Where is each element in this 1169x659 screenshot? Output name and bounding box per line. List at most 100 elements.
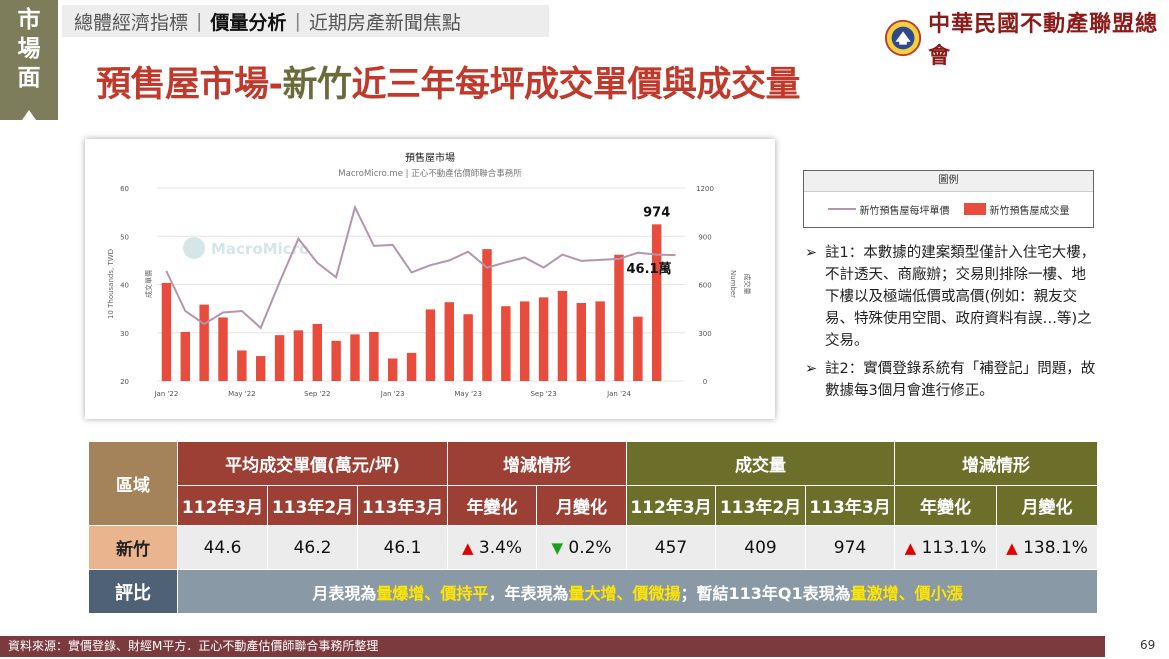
left-axis-title: 10 Thousands, TWD [107,249,115,319]
nav-item-news[interactable]: 近期房產新聞焦點 [308,11,461,34]
subheader-cell: 113年2月 [715,485,807,526]
section-tab: 市場面 [0,0,58,120]
arrow-bullet-icon: ➢ [805,361,818,377]
nav-separator: | [294,10,301,32]
volume-bar [444,302,454,381]
down-triangle-icon: ▼ [551,538,563,557]
presale-chart: 預售屋市場 MacroMicro.me | 正心不動產估價師聯合事務所 Macr… [107,151,752,398]
source-footer: 資料來源：實價登錄、財經M平方．正心不動產估價師聯合事務所整理 [0,636,1105,657]
volume-bar [614,254,624,381]
volume-header: 成交量 [626,441,896,486]
org-seal-icon [884,19,922,57]
volume-bar [482,249,492,381]
subheader-cell: 年變化 [447,485,538,526]
eval-highlight: 量激增、價小漲 [850,583,963,603]
evaluation-label: 評比 [88,569,178,614]
right-tick-label: 300 [698,330,711,338]
legend-line-swatch [827,208,856,210]
top-nav: 總體經濟指標 | 價量分析 | 近期房產新聞焦點 [62,5,549,37]
price-cell: 46.1 [356,525,449,570]
summary-table: 區域 平均成交單價(萬元/坪) 增減情形 成交量 增減情形 112年3月 113… [88,441,1099,614]
volume-bar [463,314,473,381]
right-axis: 1200 900 600 300 0 [696,185,714,386]
volume-change-header: 增減情形 [894,441,1099,486]
left-axis: 60 50 40 30 20 [120,185,129,386]
region-name: 新竹 [88,525,178,570]
x-tick-label: Sep '22 [304,390,330,398]
bar-annotation: 974 [643,205,670,220]
volume-bar [237,350,247,381]
right-tick-label: 600 [698,282,711,290]
page-number: 69 [1140,638,1156,652]
subheader-cell: 月變化 [536,485,628,526]
volume-bar [161,282,172,381]
up-triangle-icon: ▲ [461,538,474,557]
volume-bars [161,224,662,381]
title-part-1: 預售屋市場- [96,65,283,105]
legend-bar-label: 新竹預售屋成交量 [989,205,1070,217]
left-tick-label: 40 [120,282,129,290]
notes: ➢ 註1：本數據的建案類型僅計入住宅大樓，不計透天、商廠辦；交易則排除一樓、地下… [805,242,1097,408]
x-axis: Jan '22 May '22 Sep '22 Jan '23 May '23 Sep '… [153,390,631,398]
right-tick-label: 900 [698,233,711,241]
volume-bar [331,340,341,381]
price-cell: 44.6 [177,525,268,570]
x-tick-label: Jan '23 [380,390,405,398]
line-annotation: 46.1萬 [626,261,671,277]
x-tick-label: Jan '24 [606,390,631,398]
subheader-cell: 112年3月 [177,485,268,526]
right-tick-label: 1200 [696,185,714,193]
price-yoy-value: 3.4% [478,537,523,558]
legend-title: 圖例 [804,171,1093,192]
volume-bar [256,356,266,381]
nav-item-price-volume[interactable]: 價量分析 [210,11,287,34]
x-tick-label: May '22 [228,390,256,398]
table-row: 新竹 44.6 46.2 46.1 ▲ 3.4% ▼ 0.2% 457 409 … [88,525,1099,570]
price-line [165,204,676,330]
up-triangle-icon: ▲ [904,538,917,557]
arrow-bullet-icon: ➢ [805,245,818,261]
volume-bar [652,224,662,381]
tab-arrow-icon [22,110,36,120]
note-item: ➢ 註1：本數據的建案類型僅計入住宅大樓，不計透天、商廠辦；交易則排除一樓、地下… [805,242,1097,352]
subheader-cell: 113年3月 [356,485,449,526]
volume-mom-value: 138.1% [1023,537,1088,558]
eval-part: 月表現為 [312,583,377,603]
evaluation-text: 月表現為量爆增、價持平，年表現為量大增、價微揚；暫結113年Q1表現為量激增、價… [176,569,1099,614]
volume-yoy-value: 113.1% [921,537,987,558]
left-tick-label: 50 [120,233,129,241]
volume-bar [218,317,228,381]
up-triangle-icon: ▲ [1006,538,1018,557]
volume-mom-cell: ▲ 138.1% [996,525,1099,570]
volume-cell: 974 [805,525,896,570]
eval-part: ；暫結113年Q1表現為 [680,583,851,603]
volume-bar [633,316,643,381]
title-part-3: 近三年每坪成交單價與成交量 [351,65,801,105]
volume-bar [425,309,436,381]
eval-part: ，年表現為 [488,583,569,603]
left-tick-label: 30 [120,330,129,338]
right-axis-title: Number [729,270,737,298]
volume-bar [557,290,568,381]
legend-bar-swatch [963,203,986,215]
volume-bar [199,304,209,381]
subheader-cell: 113年2月 [267,485,358,526]
watermark: MacroMicro [183,237,309,259]
volume-bar [501,306,511,381]
nav-item-macro[interactable]: 總體經濟指標 [74,11,189,34]
volume-bar [388,358,398,381]
eval-highlight: 量爆增、價持平 [376,583,489,603]
volume-bar [293,330,304,381]
evaluation-row: 評比 月表現為量爆增、價持平，年表現為量大增、價微揚；暫結113年Q1表現為量激… [88,569,1099,614]
legend-row: 新竹預售屋每坪單價 新竹預售屋成交量 [804,192,1093,226]
volume-cell: 409 [715,525,807,570]
org-name: 中華民國不動產聯盟總會 [928,11,1159,69]
subheader-cell: 113年3月 [805,485,896,526]
note-text: 註1：本數據的建案類型僅計入住宅大樓，不計透天、商廠辦；交易則排除一樓、地下樓以… [825,245,1096,349]
watermark-text: MacroMicro [211,240,309,258]
org-logo: 中華民國不動產聯盟總會 [884,6,1169,70]
note-item: ➢ 註2：實價登錄系統有「補登記」問題，故數據每3個月會進行修正。 [805,358,1097,402]
right-axis-label: Number 成交量 [729,270,752,298]
volume-yoy-cell: ▲ 113.1% [894,525,998,570]
x-tick-label: Sep '23 [530,390,556,398]
